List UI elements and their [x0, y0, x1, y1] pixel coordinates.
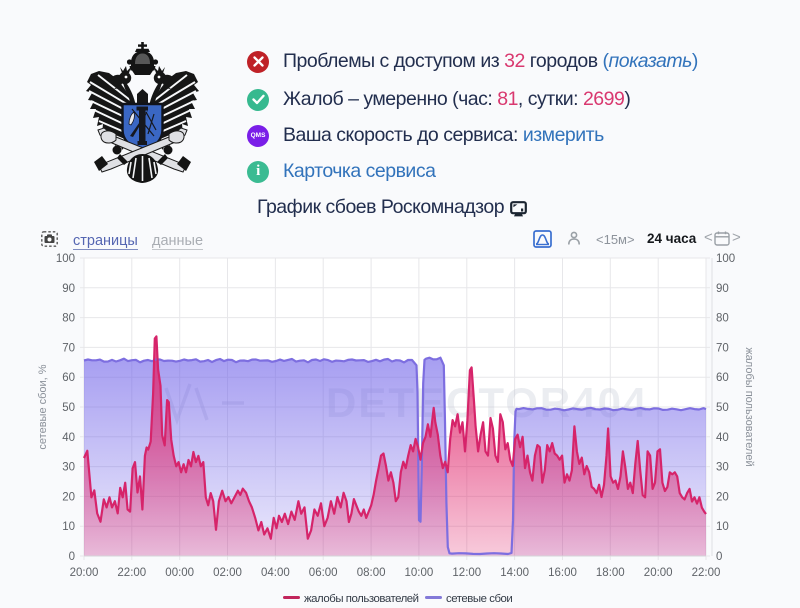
svg-text:сетевые сбои, %: сетевые сбои, % — [37, 364, 49, 449]
svg-text:70: 70 — [62, 342, 75, 354]
svg-text:20:00: 20:00 — [70, 567, 99, 579]
svg-text:90: 90 — [62, 283, 75, 295]
svg-text:14:00: 14:00 — [500, 567, 529, 579]
svg-text:22:00: 22:00 — [692, 567, 721, 579]
svg-text:10:00: 10:00 — [405, 567, 434, 579]
svg-text:сетевые сбои: сетевые сбои — [446, 593, 512, 605]
svg-text:80: 80 — [62, 313, 75, 325]
svg-text:80: 80 — [716, 313, 729, 325]
svg-text:20:00: 20:00 — [644, 567, 673, 579]
svg-text:10: 10 — [62, 521, 75, 533]
svg-text:08:00: 08:00 — [357, 567, 386, 579]
svg-text:02:00: 02:00 — [213, 567, 242, 579]
svg-text:жалобы пользователей: жалобы пользователей — [304, 593, 419, 605]
svg-text:00:00: 00:00 — [165, 567, 194, 579]
svg-text:40: 40 — [62, 432, 75, 444]
svg-text:10: 10 — [716, 521, 729, 533]
svg-text:100: 100 — [716, 253, 735, 265]
svg-text:жалобы пользователей: жалобы пользователей — [743, 347, 755, 466]
svg-text:20: 20 — [716, 491, 729, 503]
svg-text:20: 20 — [62, 491, 75, 503]
svg-text:70: 70 — [716, 342, 729, 354]
svg-text:06:00: 06:00 — [309, 567, 338, 579]
svg-text:90: 90 — [716, 283, 729, 295]
svg-text:0: 0 — [716, 551, 722, 563]
svg-text:16:00: 16:00 — [548, 567, 577, 579]
svg-text:22:00: 22:00 — [117, 567, 146, 579]
svg-text:30: 30 — [62, 462, 75, 474]
svg-text:60: 60 — [62, 372, 75, 384]
svg-text:30: 30 — [716, 462, 729, 474]
svg-text:04:00: 04:00 — [261, 567, 290, 579]
svg-text:60: 60 — [716, 372, 729, 384]
svg-text:12:00: 12:00 — [452, 567, 481, 579]
svg-text:100: 100 — [56, 253, 75, 265]
svg-text:50: 50 — [62, 402, 75, 414]
svg-text:18:00: 18:00 — [596, 567, 625, 579]
svg-text:0: 0 — [69, 551, 75, 563]
svg-text:40: 40 — [716, 432, 729, 444]
svg-text:50: 50 — [716, 402, 729, 414]
